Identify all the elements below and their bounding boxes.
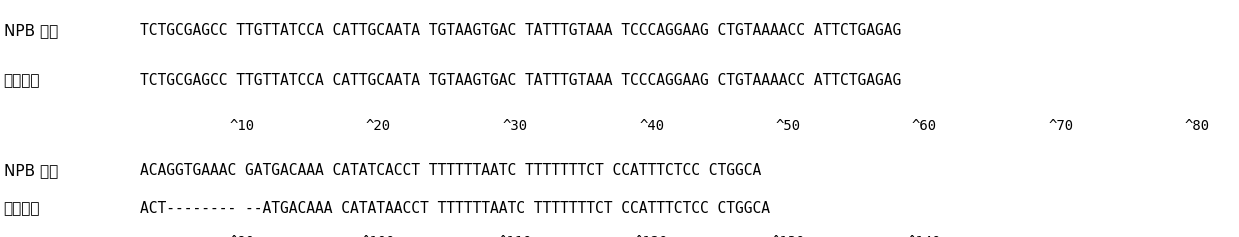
Text: ^130: ^130 <box>771 235 805 237</box>
Text: ^30: ^30 <box>503 118 528 133</box>
Text: ^70: ^70 <box>1048 118 1073 133</box>
Text: ^50: ^50 <box>776 118 800 133</box>
Text: ^100: ^100 <box>361 235 395 237</box>
Text: ^10: ^10 <box>229 118 254 133</box>
Text: ACAGGTGAAAC GATGACAAA CATATCACCT TTTTTTAATC TTTTTTTCT CCATTTCTCC CTGGCA: ACAGGTGAAAC GATGACAAA CATATCACCT TTTTTTA… <box>140 163 761 178</box>
Text: ^110: ^110 <box>498 235 533 237</box>
Text: ACT-------- --ATGACAAA CATATAACCT TTTTTTAATC TTTTTTTCT CCATTTCTCC CTGGCA: ACT-------- --ATGACAAA CATATAACCT TTTTTT… <box>140 201 769 216</box>
Text: ^140: ^140 <box>907 235 942 237</box>
Text: 特青序列: 特青序列 <box>4 73 40 88</box>
Text: ^90: ^90 <box>229 235 254 237</box>
Text: TCTGCGAGCC TTGTTATCCA CATTGCAATA TGTAAGTGAC TATTTGTAAA TCCCAGGAAG CTGTAAAACC ATT: TCTGCGAGCC TTGTTATCCA CATTGCAATA TGTAAGT… <box>140 73 901 88</box>
Text: ^20: ^20 <box>366 118 390 133</box>
Text: NPB 序列: NPB 序列 <box>4 163 58 178</box>
Text: ^40: ^40 <box>639 118 664 133</box>
Text: NPB 序列: NPB 序列 <box>4 23 58 38</box>
Text: TCTGCGAGCC TTGTTATCCA CATTGCAATA TGTAAGTGAC TATTTGTAAA TCCCAGGAAG CTGTAAAACC ATT: TCTGCGAGCC TTGTTATCCA CATTGCAATA TGTAAGT… <box>140 23 901 38</box>
Text: ^120: ^120 <box>634 235 669 237</box>
Text: ^80: ^80 <box>1184 118 1209 133</box>
Text: ^60: ^60 <box>912 118 937 133</box>
Text: 特青序列: 特青序列 <box>4 201 40 216</box>
